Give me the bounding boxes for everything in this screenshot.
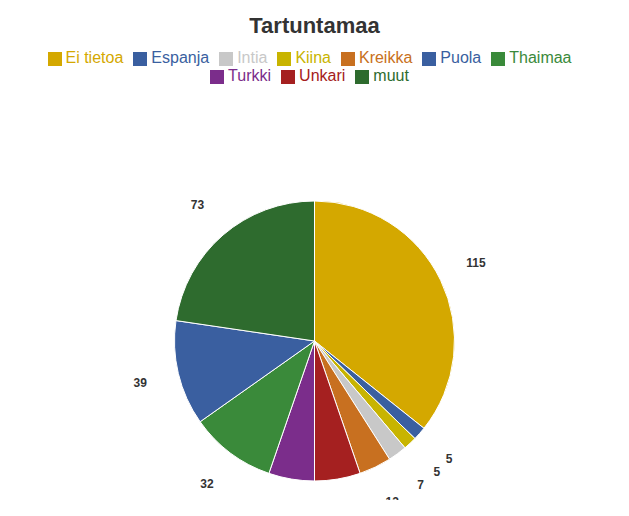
html-text:Espanja: Espanja (151, 49, 210, 66)
html-text:Puola: Puola (440, 49, 482, 66)
html-text:Unkari: Unkari (299, 67, 346, 84)
svg-text:5: 5 (433, 465, 440, 479)
html-text:muut: muut (373, 67, 409, 84)
html-text:Thaimaa: Thaimaa (509, 49, 572, 66)
html-text:Intia: Intia (237, 49, 268, 66)
svg-text:5: 5 (446, 452, 453, 466)
html-text:Ei tietoa: Ei tietoa (65, 49, 124, 66)
html-text:Kreikka: Kreikka (359, 49, 413, 66)
html-text:Turkki: Turkki (228, 67, 272, 84)
html-text:Tartuntamaa: Tartuntamaa (249, 13, 380, 38)
svg-text:12: 12 (386, 495, 400, 500)
html-text:Kiina: Kiina (295, 49, 331, 66)
svg-text:39: 39 (134, 376, 148, 390)
svg-text:7: 7 (417, 478, 424, 492)
svg-text:73: 73 (191, 198, 205, 212)
svg-text:32: 32 (200, 477, 214, 491)
svg-text:115: 115 (466, 256, 486, 270)
